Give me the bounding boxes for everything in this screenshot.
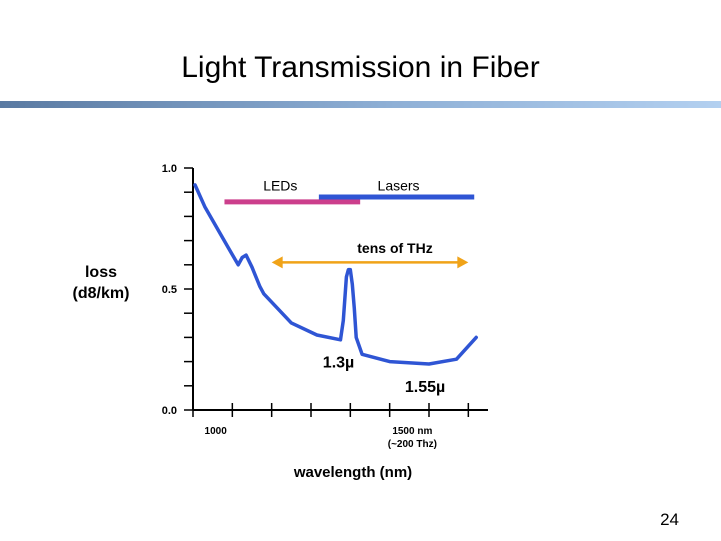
x-axis-title: wavelength (nm) — [293, 464, 412, 481]
labels-layer: 1.0 0.5 0.0 1000 1500 nm (~200 Thz) loss (d8/km… — [73, 163, 446, 481]
title-divider — [0, 101, 721, 108]
y-tick-label: 1.0 — [162, 163, 177, 175]
curve-layer — [193, 183, 478, 366]
wavelength-annotation: 1.3µ — [323, 355, 354, 372]
y-tick-label: 0.5 — [162, 284, 177, 296]
range-label: LEDs — [263, 178, 297, 194]
range-label: Lasers — [378, 178, 420, 194]
range-label: tens of THz — [357, 240, 432, 256]
x-tick-label: 1000 — [205, 426, 228, 437]
range-arrow-head-left — [271, 256, 283, 269]
x-tick-sublabel: (~200 Thz) — [388, 439, 437, 450]
loss-curve — [193, 183, 478, 366]
slide-title: Light Transmission in Fiber — [181, 51, 540, 84]
page-number: 24 — [660, 510, 679, 529]
ranges-layer — [224, 194, 475, 269]
y-axis-title: loss — [85, 264, 117, 281]
x-tick-label: 1500 nm — [392, 426, 432, 437]
range-arrow-head-right — [457, 256, 469, 269]
y-axis-title: (d8/km) — [73, 285, 130, 302]
y-tick-label: 0.0 — [162, 405, 177, 417]
axes-layer — [184, 167, 488, 417]
wavelength-annotation: 1.55µ — [405, 379, 445, 396]
